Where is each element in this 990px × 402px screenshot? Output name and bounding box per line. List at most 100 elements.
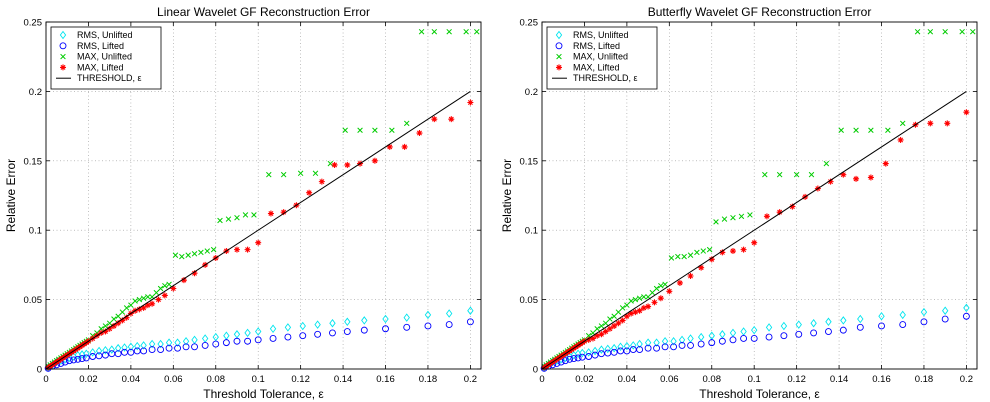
data-point (697, 340, 705, 348)
data-point (115, 313, 121, 320)
data-point (810, 329, 818, 337)
data-point (661, 336, 669, 346)
data-point (963, 109, 970, 116)
data-point (155, 296, 162, 303)
data-point (566, 355, 574, 363)
x-axis-label: Threshold Tolerance, ε (203, 387, 324, 401)
data-point (645, 303, 652, 310)
data-point (644, 338, 652, 347)
data-point (853, 175, 860, 182)
data-point (140, 295, 147, 301)
data-point (297, 170, 304, 177)
legend-label: THRESHOLD, ε (573, 73, 638, 83)
y-tick-label: 0.2 (525, 87, 538, 98)
data-point (729, 248, 736, 255)
data-point (102, 323, 109, 329)
data-point (970, 28, 976, 35)
data-point (962, 312, 970, 320)
data-point (162, 282, 168, 289)
legend-label: MAX, Unlifted (77, 52, 132, 62)
data-point (191, 343, 198, 351)
data-point (840, 171, 847, 178)
data-point (856, 323, 864, 331)
chart-panel-2: 0 0.02 0.04 0.06 0.08 0.1 0.12 0.14 0.16 0.18 0.2 0… (500, 5, 978, 401)
y-tick-label: 0.05 (520, 295, 539, 306)
data-point (868, 127, 874, 134)
data-point (793, 171, 800, 178)
data-point (959, 28, 965, 35)
legend-label: MAX, Lifted (77, 62, 124, 72)
x-tick-label: 0.04 (618, 374, 637, 385)
data-point (448, 116, 455, 123)
data-point (191, 251, 198, 257)
x-tick-label: 0.1 (252, 374, 265, 385)
data-point (314, 330, 322, 338)
data-point (182, 336, 190, 346)
data-point (914, 28, 921, 35)
data-point (78, 355, 86, 363)
legend-marker-swatch (59, 42, 67, 50)
data-point (640, 304, 647, 311)
data-point (602, 320, 609, 326)
data-point (136, 296, 143, 303)
y-tick-label: 0.1 (525, 226, 538, 237)
data-point (708, 256, 715, 263)
data-point (678, 335, 686, 345)
data-point (657, 295, 664, 302)
data-point (299, 321, 306, 331)
legend-label: MAX, Unlifted (573, 52, 628, 62)
series-rms-lifted (44, 318, 474, 372)
data-point (372, 127, 378, 134)
data-point (585, 336, 592, 343)
data-point (123, 305, 130, 311)
data-point (389, 127, 395, 134)
x-axis-label: Threshold Tolerance, ε (699, 387, 820, 401)
data-point (446, 28, 452, 35)
series-rms-unlifted (44, 306, 474, 372)
data-point (611, 313, 617, 320)
data-point (445, 321, 453, 329)
data-point (121, 343, 128, 352)
data-point (329, 329, 336, 337)
data-point (255, 239, 262, 246)
data-point (102, 328, 109, 335)
data-point (615, 320, 622, 327)
data-point (878, 312, 885, 321)
data-point (119, 317, 126, 324)
series-threshold (45, 90, 471, 370)
data-point (225, 216, 232, 222)
x-tick-label: 0.16 (872, 374, 891, 385)
legend-label: RMS, Lifted (77, 41, 124, 51)
data-point (920, 318, 928, 326)
data-point (623, 341, 631, 351)
x-tick-label: 0.1 (748, 374, 761, 385)
data-point (644, 344, 652, 352)
data-point (719, 249, 726, 256)
data-point (623, 313, 630, 320)
data-point (594, 325, 600, 332)
data-point (157, 339, 164, 349)
x-tick-label: 0.12 (787, 374, 806, 385)
data-point (653, 285, 660, 292)
data-point (244, 246, 251, 253)
data-point (776, 209, 783, 216)
data-point (670, 336, 677, 346)
data-point (344, 317, 351, 327)
data-point (853, 127, 859, 134)
x-tick-label: 0.18 (419, 374, 438, 385)
legend-marker-swatch (556, 53, 562, 60)
legend-label: RMS, Lifted (573, 41, 620, 51)
x-tick-label: 0.08 (207, 374, 226, 385)
data-point (839, 326, 847, 334)
data-point (284, 323, 292, 332)
data-point (589, 335, 596, 342)
data-point (222, 339, 230, 347)
data-point (172, 252, 179, 258)
y-tick-label: 0.15 (24, 156, 43, 167)
y-axis-label: Relative Error (500, 159, 514, 232)
data-point (681, 253, 687, 260)
legend-marker-swatch (555, 42, 563, 50)
data-point (110, 322, 117, 329)
legend-label: RMS, Unlifted (573, 30, 629, 40)
data-point (795, 320, 802, 329)
